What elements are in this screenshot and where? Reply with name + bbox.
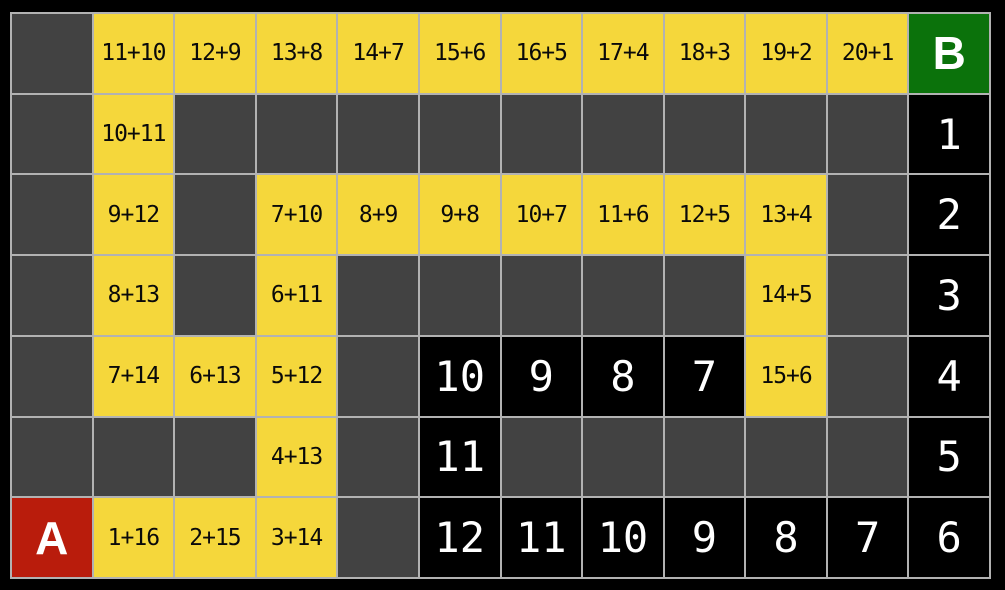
empty-cell-r3c6[interactable] (501, 256, 582, 335)
empty-cell-r1c4[interactable] (338, 94, 418, 174)
start-cell-a[interactable]: A (12, 498, 92, 577)
number-cell-r5c5[interactable]: 11 (419, 417, 500, 497)
empty-cell-r3c4[interactable] (338, 256, 418, 335)
path-cell-r6c1[interactable]: 1+16 (93, 498, 174, 577)
path-cell-r2c4[interactable]: 8+9 (338, 175, 418, 255)
empty-cell-r3c8[interactable] (664, 256, 745, 335)
empty-cell-r1c8[interactable] (664, 94, 745, 174)
number-cell-r5c11[interactable]: 5 (909, 417, 989, 497)
math-maze-board: 11+10 12+9 13+8 14+7 15+6 16+5 17+4 18+3 19+2 20+… (10, 12, 991, 579)
empty-cell-r5c6[interactable] (501, 417, 582, 497)
empty-cell-r1c2[interactable] (175, 94, 255, 174)
path-cell-r6c2[interactable]: 2+15 (175, 498, 255, 577)
path-cell-r4c1[interactable]: 7+14 (93, 336, 174, 416)
path-cell-r6c3[interactable]: 3+14 (256, 498, 337, 577)
number-cell-r6c8[interactable]: 9 (664, 498, 745, 577)
empty-cell-r3c0[interactable] (12, 256, 92, 335)
empty-cell-r3c5[interactable] (419, 256, 500, 335)
path-cell-r2c3[interactable]: 7+10 (256, 175, 337, 255)
path-cell-r5c3[interactable]: 4+13 (256, 417, 337, 497)
path-cell-r0c10[interactable]: 20+1 (827, 14, 908, 93)
empty-cell-r5c8[interactable] (664, 417, 745, 497)
path-cell-r3c3[interactable]: 6+11 (256, 256, 337, 335)
empty-cell-r1c5[interactable] (419, 94, 500, 174)
path-cell-r2c7[interactable]: 11+6 (583, 175, 663, 255)
number-cell-r4c6[interactable]: 9 (501, 336, 582, 416)
path-cell-r0c8[interactable]: 18+3 (664, 14, 745, 93)
empty-cell-r2c0[interactable] (12, 175, 92, 255)
empty-cell-r5c9[interactable] (746, 417, 826, 497)
empty-cell-r3c2[interactable] (175, 256, 255, 335)
path-cell-r0c7[interactable]: 17+4 (583, 14, 663, 93)
path-cell-r2c6[interactable]: 10+7 (501, 175, 582, 255)
empty-cell-r5c4[interactable] (338, 417, 418, 497)
path-cell-r0c2[interactable]: 12+9 (175, 14, 255, 93)
number-cell-r4c8[interactable]: 7 (664, 336, 745, 416)
path-cell-r0c4[interactable]: 14+7 (338, 14, 418, 93)
empty-cell-r4c0[interactable] (12, 336, 92, 416)
empty-cell-r0c0[interactable] (12, 14, 92, 93)
empty-cell-r2c2[interactable] (175, 175, 255, 255)
empty-cell-r4c4[interactable] (338, 336, 418, 416)
empty-cell-r6c4[interactable] (338, 498, 418, 577)
number-cell-r2c11[interactable]: 2 (909, 175, 989, 255)
number-cell-r1c11[interactable]: 1 (909, 94, 989, 174)
path-cell-r3c9[interactable]: 14+5 (746, 256, 826, 335)
number-cell-r6c10[interactable]: 7 (827, 498, 908, 577)
empty-cell-r5c7[interactable] (583, 417, 663, 497)
number-cell-r6c7[interactable]: 10 (583, 498, 663, 577)
number-cell-r6c6[interactable]: 11 (501, 498, 582, 577)
empty-cell-r1c6[interactable] (501, 94, 582, 174)
goal-cell-b[interactable]: B (909, 14, 989, 93)
path-cell-r4c9[interactable]: 15+6 (746, 336, 826, 416)
path-cell-r0c1[interactable]: 11+10 (93, 14, 174, 93)
empty-cell-r2c10[interactable] (827, 175, 908, 255)
number-cell-r3c11[interactable]: 3 (909, 256, 989, 335)
path-cell-r4c2[interactable]: 6+13 (175, 336, 255, 416)
number-cell-r6c11[interactable]: 6 (909, 498, 989, 577)
empty-cell-r4c10[interactable] (827, 336, 908, 416)
empty-cell-r1c9[interactable] (746, 94, 826, 174)
number-cell-r4c11[interactable]: 4 (909, 336, 989, 416)
empty-cell-r1c7[interactable] (583, 94, 663, 174)
path-cell-r0c6[interactable]: 16+5 (501, 14, 582, 93)
empty-cell-r1c10[interactable] (827, 94, 908, 174)
empty-cell-r5c10[interactable] (827, 417, 908, 497)
path-cell-r0c5[interactable]: 15+6 (419, 14, 500, 93)
path-cell-r4c3[interactable]: 5+12 (256, 336, 337, 416)
path-cell-r2c8[interactable]: 12+5 (664, 175, 745, 255)
number-cell-r6c5[interactable]: 12 (419, 498, 500, 577)
empty-cell-r1c0[interactable] (12, 94, 92, 174)
path-cell-r1c1[interactable]: 10+11 (93, 94, 174, 174)
number-cell-r4c5[interactable]: 10 (419, 336, 500, 416)
path-cell-r0c9[interactable]: 19+2 (746, 14, 826, 93)
empty-cell-r5c0[interactable] (12, 417, 92, 497)
empty-cell-r5c2[interactable] (175, 417, 255, 497)
empty-cell-r5c1[interactable] (93, 417, 174, 497)
empty-cell-r3c7[interactable] (583, 256, 663, 335)
path-cell-r3c1[interactable]: 8+13 (93, 256, 174, 335)
path-cell-r2c9[interactable]: 13+4 (746, 175, 826, 255)
path-cell-r0c3[interactable]: 13+8 (256, 14, 337, 93)
empty-cell-r1c3[interactable] (256, 94, 337, 174)
path-cell-r2c1[interactable]: 9+12 (93, 175, 174, 255)
number-cell-r4c7[interactable]: 8 (583, 336, 663, 416)
path-cell-r2c5[interactable]: 9+8 (419, 175, 500, 255)
number-cell-r6c9[interactable]: 8 (746, 498, 826, 577)
empty-cell-r3c10[interactable] (827, 256, 908, 335)
